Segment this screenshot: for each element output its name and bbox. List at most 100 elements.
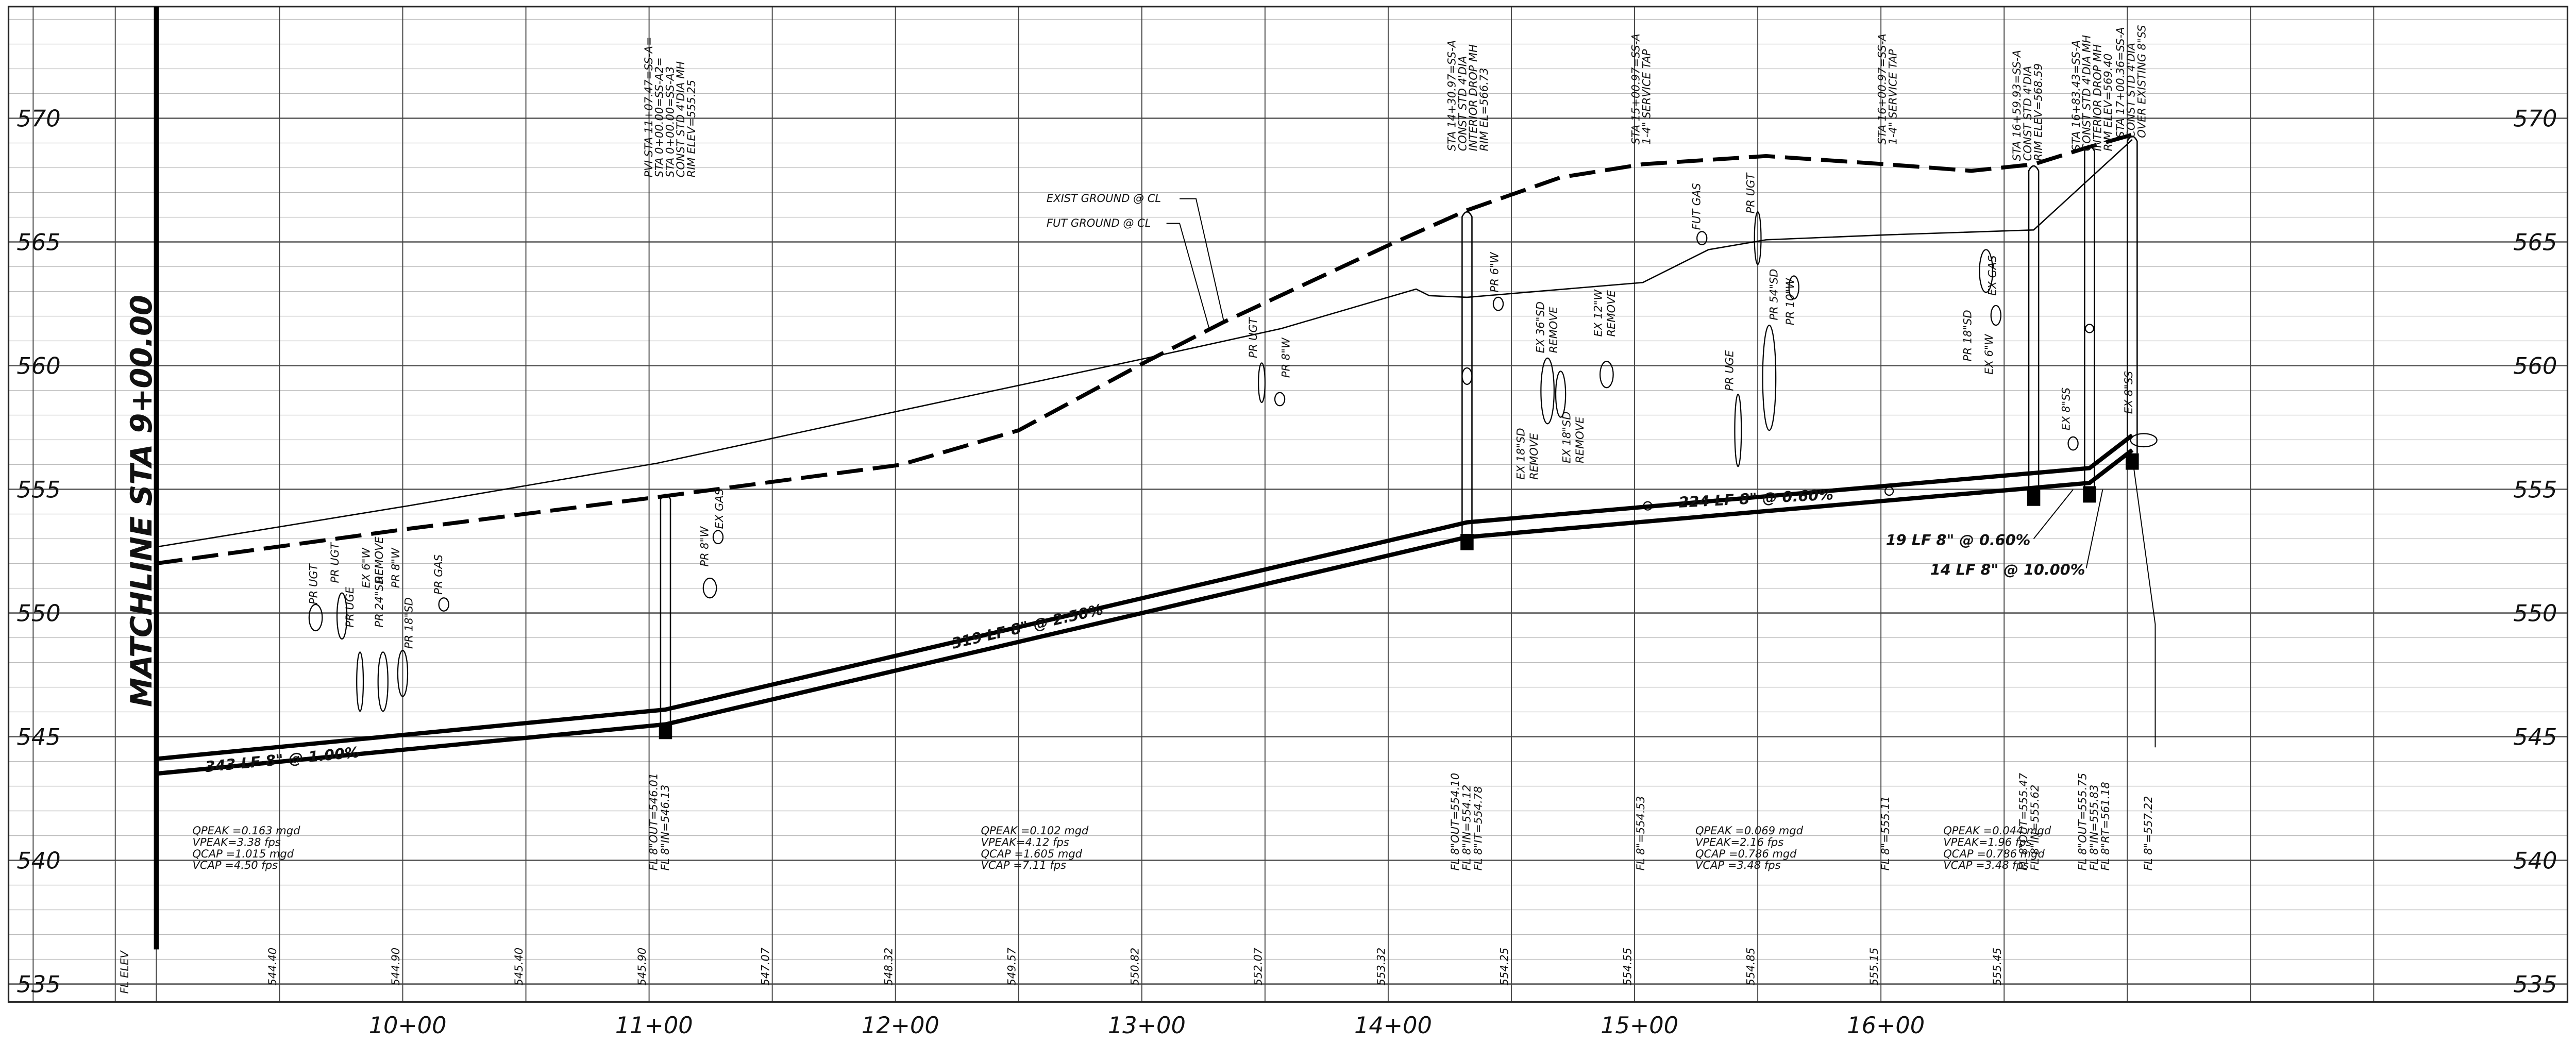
flowline-note: FL 8"OUT=555.47 — [2017, 772, 2030, 870]
flow-note: QPEAK =0.102 mgd — [981, 824, 1089, 837]
elevation-label-right: 535 — [2513, 971, 2557, 998]
utility-label: PR 18"SD — [402, 597, 415, 649]
service-tap — [1643, 501, 1653, 511]
flowline-note: FL 8"IN=554.12 — [1460, 785, 1473, 871]
utility-label: PR 10"W — [1783, 278, 1796, 325]
utility-symbol — [1258, 362, 1266, 403]
utility-symbol — [1788, 275, 1799, 300]
structure-callout: RIM ELEV=555.25 — [685, 80, 698, 177]
structure-callout: STA 15+00.97=SS-A — [1629, 33, 1642, 144]
utility-symbol — [1461, 367, 1473, 385]
utility-symbol — [356, 651, 364, 712]
fl-elevation: 555.45 — [1991, 948, 2003, 986]
structure-callout: STA 16+00.97=SS-A — [1876, 33, 1889, 144]
utility-label: PR 6"W — [1488, 251, 1501, 292]
utility-label: REMOVE — [1527, 433, 1540, 480]
utility-symbol — [1492, 296, 1504, 311]
elevation-label-left: 535 — [16, 971, 60, 998]
utility-symbol — [1555, 371, 1567, 418]
flow-note: VCAP =7.11 fps — [981, 859, 1066, 871]
manhole — [2084, 145, 2095, 486]
flow-note: QCAP =1.605 mgd — [981, 847, 1082, 860]
utility-symbol — [336, 592, 348, 640]
utility-label: PR 18"SD — [1961, 310, 1974, 361]
utility-label: REMOVE — [1573, 416, 1586, 463]
structure-callout: CONST STD 4'DIA MH — [674, 61, 687, 178]
flow-note: QPEAK =0.163 mgd — [193, 824, 301, 837]
elevation-label-left: 565 — [16, 229, 60, 256]
leader — [2131, 456, 2156, 748]
flowline-note: FL 8"IN=555.62 — [2028, 785, 2041, 871]
flowline-note: FL 8"=557.22 — [2142, 796, 2154, 871]
structure-callout: 1-4" SERVICE TAP — [1640, 49, 1653, 144]
service-tap — [2084, 324, 2095, 333]
flow-note: QPEAK =0.069 mgd — [1695, 824, 1804, 837]
utility-label: PR 24"SD — [373, 576, 385, 628]
manhole-base — [1460, 533, 1474, 550]
ground-label: FUT GROUND @ CL — [1047, 216, 1151, 229]
flowline-note: FL 8"OUT=555.75 — [2076, 773, 2089, 870]
pipe-label: 14 LF 8" @ 10.00% — [1930, 561, 2085, 579]
elevation-label-left: 570 — [16, 105, 60, 132]
utility-symbol — [1979, 249, 1994, 293]
elevation-label-right: 570 — [2513, 105, 2557, 132]
elevation-label-left: 560 — [16, 352, 60, 379]
flowline-note: FL 8"=554.53 — [1634, 796, 1647, 871]
structure-callout: RIM ELEV=569.40 — [2101, 54, 2114, 151]
utility-label: PR 8"W — [1279, 337, 1292, 378]
leader — [2085, 489, 2103, 569]
utility-symbol — [2130, 433, 2158, 448]
manhole-base — [2083, 486, 2096, 503]
station-label: 12+00 — [862, 1012, 939, 1039]
grid — [8, 6, 2568, 1002]
utility-symbol — [1754, 211, 1762, 265]
utility-label: EX GAS — [713, 489, 726, 529]
structure-callout: RIM EL=566.73 — [1477, 68, 1490, 151]
structure-callout: CONST STD 4'DIA — [1456, 56, 1469, 151]
utility-label: EX 6"W — [1982, 333, 1995, 374]
elevation-label-right: 565 — [2513, 229, 2557, 256]
pipe-invert — [156, 448, 2134, 776]
structure-callout: CONST STD 4'DIA — [2021, 66, 2034, 161]
flow-note: VCAP =3.48 fps — [1943, 859, 2029, 871]
utility-symbol — [2067, 436, 2079, 451]
utility-label: PR UGT — [328, 542, 341, 583]
fl-elevation: 547.07 — [759, 947, 771, 985]
structure-callout: OVER EXISTING 8"SS — [2135, 25, 2148, 138]
utility-label: PR UGE — [1723, 350, 1736, 391]
flowline-note: FL 8"RT=561.18 — [2099, 782, 2112, 870]
utility-label: PR UGT — [1247, 316, 1259, 358]
fl-elevation: 550.82 — [1128, 948, 1141, 986]
leader — [1180, 198, 1225, 322]
utility-symbol — [1696, 231, 1708, 246]
elevation-label-right: 540 — [2513, 847, 2557, 874]
fl-elevation: 554.85 — [1744, 948, 1757, 986]
utility-label: PR UGE — [343, 586, 356, 628]
fl-elevation: 544.40 — [266, 948, 279, 986]
flowline-note: FL 8"IN=546.13 — [659, 785, 671, 871]
utility-label: PR UGT — [1744, 172, 1757, 214]
structure-callout: STA 14+30.97=SS-A — [1445, 40, 1458, 151]
fl-elevation: 545.40 — [512, 948, 525, 986]
elevation-label-left: 540 — [16, 847, 60, 874]
structure-callout: PVI STA 11+07.47=SS-A= — [642, 37, 655, 177]
utility-label: PR 8"W — [698, 526, 711, 567]
drawing: 570 570 565 565 560 560 555 555 550 550 545 545 540 5… — [16, 6, 2557, 1039]
station-label: 16+00 — [1847, 1012, 1925, 1039]
structure-callout: INTERIOR DROP MH — [2091, 44, 2103, 151]
future-ground — [156, 139, 2133, 548]
pipe-label: 19 LF 8" @ 0.60% — [1886, 531, 2031, 549]
fl-elevation: 553.32 — [1375, 948, 1388, 986]
flowline-note: FL 8"IT=554.78 — [1472, 786, 1485, 871]
structure-callout: CONST STD 4'DIA — [2125, 43, 2137, 138]
existing-ground — [156, 132, 2133, 566]
manhole-base — [2027, 489, 2041, 506]
utility-label: EX 6"W — [360, 547, 373, 588]
fl-elevation: 554.55 — [1621, 948, 1634, 986]
utility-symbol — [377, 651, 389, 712]
fl-elevation: 548.32 — [882, 948, 895, 986]
utility-symbol — [1734, 393, 1742, 467]
station-label: 14+00 — [1354, 1012, 1432, 1039]
